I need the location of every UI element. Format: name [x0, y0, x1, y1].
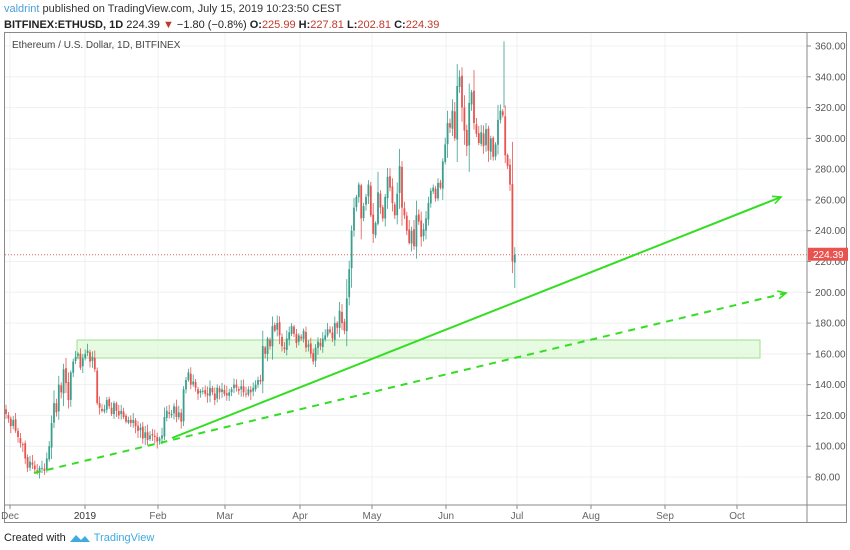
publish-info: valdrint published on TradingView.com, J… — [4, 3, 341, 15]
y-tick-label: 180.00 — [815, 319, 846, 330]
y-tick-label: 80.00 — [815, 473, 840, 484]
created-with-label: Created with — [4, 532, 66, 544]
symbol-info: BITFINEX:ETHUSD, 1D 224.39 ▼ −1.80 (−0.8… — [4, 19, 439, 31]
current-price-badge — [808, 247, 848, 261]
support-zone[interactable] — [76, 339, 761, 359]
chart-frame[interactable] — [4, 32, 847, 523]
open-value: 225.99 — [261, 19, 296, 31]
close-label: C: — [394, 19, 406, 31]
y-tick-label: 360.00 — [815, 42, 846, 53]
x-tick-label: Jul — [511, 511, 524, 522]
x-tick-label: Aug — [582, 511, 600, 522]
y-tick-label: 280.00 — [815, 165, 846, 176]
y-tick-label: 200.00 — [815, 288, 846, 299]
y-tick-label: 260.00 — [815, 195, 846, 206]
author-link[interactable]: valdrint — [4, 3, 40, 15]
last-price: 224.39 — [126, 19, 160, 31]
publish-text: published on TradingView.com, July 15, 2… — [42, 3, 342, 15]
y-tick-label: 100.00 — [815, 442, 846, 453]
x-tick-label: Sep — [656, 511, 674, 522]
low-value: 202.81 — [357, 19, 392, 31]
low-label: L: — [346, 19, 358, 31]
x-tick-label: Dec — [1, 511, 19, 522]
dashed-trendline-arrow-head-icon — [777, 290, 788, 300]
tradingview-logo-icon — [69, 535, 90, 542]
x-tick-label: Jun — [438, 511, 454, 522]
y-tick-label: 120.00 — [815, 411, 846, 422]
solid-trendline-arrow[interactable] — [171, 196, 782, 439]
open-label: O: — [249, 19, 262, 31]
footer: Created with TradingView — [4, 532, 154, 544]
y-tick-label: 240.00 — [815, 226, 846, 237]
y-tick-label: 220.00 — [815, 257, 846, 268]
chart-title: Ethereum / U.S. Dollar, 1D, BITFINEX — [12, 40, 181, 51]
y-tick-label: 320.00 — [815, 103, 846, 114]
x-tick-label: Mar — [216, 511, 234, 522]
y-tick-label: 300.00 — [815, 134, 846, 145]
x-tick-label: Apr — [292, 511, 308, 522]
solid-trendline-arrow-head-icon — [771, 195, 783, 205]
tradingview-brand-link[interactable]: TradingView — [93, 532, 155, 544]
x-tick-label: 2019 — [74, 511, 97, 522]
price-change: −1.80 (−0.8%) — [176, 19, 247, 31]
y-tick-label: 140.00 — [815, 380, 846, 391]
close-value: 224.39 — [405, 19, 440, 31]
y-tick-label: 340.00 — [815, 72, 846, 83]
high-label: H: — [298, 19, 311, 31]
x-tick-label: May — [363, 511, 382, 522]
current-price-label: 224.39 — [813, 250, 844, 261]
x-tick-label: Feb — [149, 511, 167, 522]
symbol-label: BITFINEX:ETHUSD, 1D — [4, 19, 124, 31]
x-tick-label: Oct — [729, 511, 745, 522]
down-arrow-icon: ▼ — [162, 19, 174, 31]
high-value: 227.81 — [310, 19, 344, 31]
y-tick-label: 160.00 — [815, 349, 846, 360]
